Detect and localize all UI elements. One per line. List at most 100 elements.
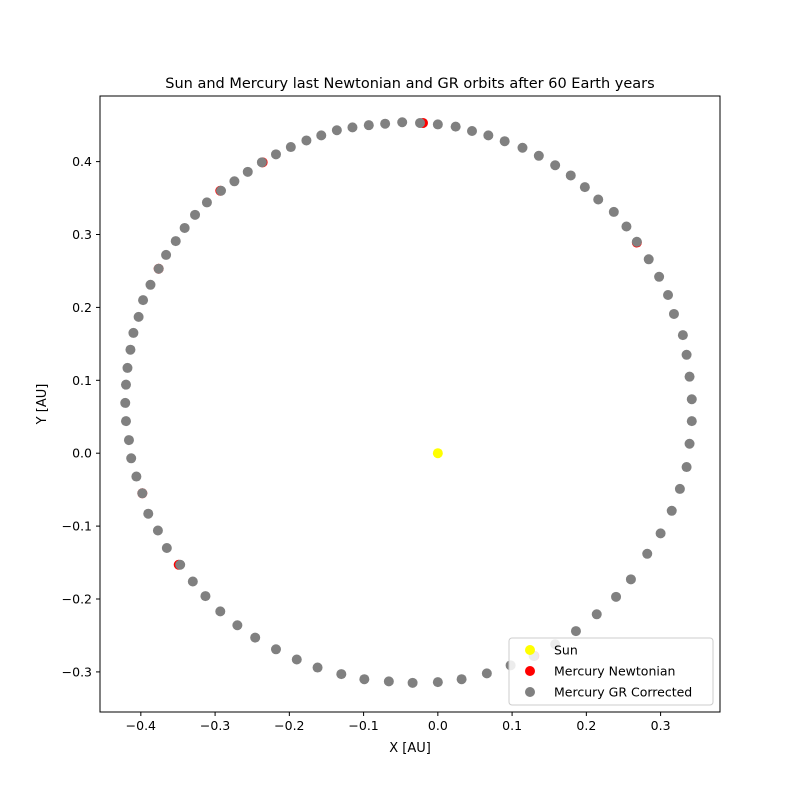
data-points: [120, 117, 697, 688]
mercury-gr-corrected-point-43: [312, 662, 323, 673]
x-tick-label-6: 0.2: [576, 718, 596, 733]
mercury-gr-corrected-point-85: [380, 118, 391, 129]
mercury-gr-corrected-point-58: [123, 435, 134, 446]
x-tick-label-5: 0.1: [502, 718, 522, 733]
y-tick-label-7: 0.4: [72, 154, 92, 169]
mercury-gr-corrected-point-5: [517, 142, 528, 153]
mercury-gr-corrected-point-41: [359, 674, 370, 685]
mercury-gr-corrected-point-39: [407, 677, 418, 688]
mercury-gr-corrected-point-52: [161, 542, 172, 553]
mercury-gr-corrected-point-69: [161, 249, 172, 260]
mercury-gr-corrected-point-1: [450, 121, 461, 132]
mercury-gr-corrected-point-21: [686, 394, 697, 405]
mercury-gr-corrected-point-86: [397, 117, 408, 128]
mercury-gr-corrected-point-50: [187, 576, 198, 587]
x-tick-label-3: −0.1: [348, 718, 378, 733]
y-axis-label: Y [AU]: [35, 384, 50, 426]
legend-marker-sun: [525, 645, 535, 655]
mercury-gr-corrected-point-55: [137, 488, 148, 499]
mercury-gr-corrected-point-66: [138, 295, 149, 306]
mercury-gr-corrected-point-2: [467, 125, 477, 136]
mercury-gr-corrected-point-81: [316, 130, 327, 141]
mercury-gr-corrected-point-45: [270, 644, 281, 655]
y-tick-label-3: 0.0: [72, 446, 92, 461]
mercury-gr-corrected-point-11: [608, 206, 619, 217]
mercury-gr-corrected-point-4: [499, 136, 510, 147]
legend: Sun Mercury Newtonian Mercury GR Corrected: [508, 637, 714, 706]
mercury-gr-corrected-point-29: [625, 574, 636, 585]
x-tick-label-4: 0.0: [428, 718, 448, 733]
mercury-gr-corrected-point-42: [336, 669, 347, 680]
y-tick-label-2: −0.1: [62, 519, 92, 534]
mercury-gr-corrected-point-47: [232, 620, 243, 631]
mercury-gr-corrected-point-13: [631, 236, 642, 247]
mercury-gr-corrected-point-12: [621, 221, 632, 232]
mercury-gr-corrected-point-73: [201, 197, 212, 208]
mercury-gr-corrected-point-46: [250, 632, 261, 643]
mercury-gr-corrected-point-64: [128, 327, 139, 338]
legend-marker-mercury-newtonian: [525, 666, 535, 676]
mercury-gr-corrected-point-75: [229, 176, 240, 187]
mercury-gr-corrected-point-79: [285, 142, 296, 153]
chart-title: Sun and Mercury last Newtonian and GR or…: [165, 76, 654, 92]
mercury-gr-corrected-point-63: [125, 344, 136, 355]
mercury-gr-corrected-point-62: [122, 362, 133, 373]
mercury-gr-corrected-point-72: [190, 209, 201, 220]
legend-marker-mercury-gr-corrected: [525, 687, 535, 697]
mercury-gr-corrected-point-31: [591, 609, 602, 620]
mercury-gr-corrected-point-48: [215, 606, 226, 617]
mercury-gr-corrected-point-77: [256, 157, 267, 168]
mercury-gr-corrected-point-67: [145, 279, 156, 290]
mercury-gr-corrected-point-18: [677, 330, 688, 341]
legend-label-mercury-newtonian: Mercury Newtonian: [554, 664, 675, 679]
mercury-gr-corrected-point-59: [120, 416, 131, 427]
mercury-gr-corrected-point-0: [432, 119, 443, 130]
mercury-gr-corrected-point-61: [120, 379, 131, 390]
plot-frame: [99, 95, 721, 713]
legend-label-sun: Sun: [554, 643, 578, 658]
mercury-gr-corrected-point-16: [663, 290, 674, 301]
mercury-gr-corrected-point-6: [533, 150, 544, 161]
mercury-gr-corrected-point-23: [684, 438, 695, 449]
mercury-gr-corrected-point-8: [565, 170, 576, 181]
y-tick-label-0: −0.3: [62, 664, 92, 679]
mercury-gr-corrected-point-28: [642, 548, 653, 559]
mercury-gr-corrected-point-32: [570, 626, 581, 637]
mercury-gr-corrected-point-17: [668, 308, 679, 319]
mercury-gr-corrected-point-83: [347, 122, 358, 133]
mercury-gr-corrected-point-30: [611, 591, 622, 602]
mercury-gr-corrected-point-87: [415, 117, 426, 128]
mercury-gr-corrected-point-44: [291, 654, 302, 665]
sun-point-0: [432, 448, 443, 459]
x-axis-label: X [AU]: [389, 741, 431, 756]
mercury-gr-corrected-point-7: [550, 160, 561, 171]
mercury-gr-corrected-point-65: [133, 311, 144, 322]
y-axis-ticks: −0.3 −0.2 −0.1 0.0 0.1 0.2 0.3 0.4: [62, 154, 100, 679]
mercury-gr-corrected-point-60: [120, 397, 131, 408]
mercury-gr-corrected-point-15: [654, 271, 665, 282]
mercury-gr-corrected-point-53: [152, 525, 163, 536]
mercury-gr-corrected-point-80: [301, 135, 312, 146]
legend-label-mercury-gr-corrected: Mercury GR Corrected: [554, 685, 692, 700]
mercury-gr-corrected-point-3: [483, 130, 494, 141]
mercury-gr-corrected-point-19: [681, 349, 692, 360]
mercury-gr-corrected-point-37: [456, 674, 467, 685]
mercury-gr-corrected-point-9: [579, 182, 590, 193]
mercury-gr-corrected-point-38: [432, 677, 443, 688]
y-tick-label-6: 0.3: [72, 227, 92, 242]
mercury-gr-corrected-point-57: [126, 453, 137, 464]
x-tick-label-2: −0.2: [274, 718, 304, 733]
mercury-gr-corrected-point-71: [179, 222, 190, 233]
mercury-gr-corrected-point-25: [674, 483, 685, 494]
mercury-gr-corrected-point-54: [143, 508, 154, 519]
mercury-gr-corrected-point-82: [331, 125, 342, 136]
mercury-gr-corrected-point-14: [643, 254, 654, 265]
mercury-gr-corrected-point-68: [153, 263, 164, 274]
x-axis-ticks: −0.4 −0.3 −0.2 −0.1 0.0 0.1 0.2 0.3: [126, 712, 671, 733]
mercury-gr-corrected-point-20: [684, 371, 695, 382]
mercury-gr-corrected-point-36: [481, 668, 492, 679]
mercury-gr-corrected-point-70: [170, 236, 181, 247]
mercury-gr-corrected-point-78: [270, 149, 281, 160]
mercury-gr-corrected-point-51: [175, 559, 186, 570]
